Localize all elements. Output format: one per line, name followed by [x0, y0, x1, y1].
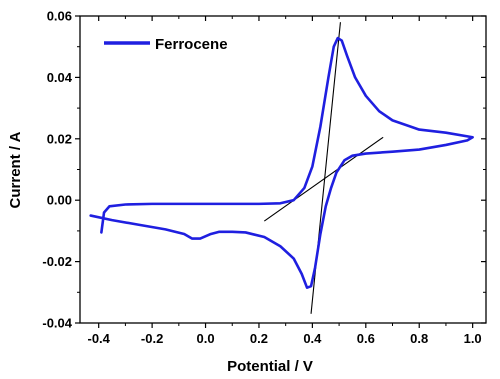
axis-ticks [75, 15, 486, 328]
x-axis-title: Potential / V [227, 358, 313, 375]
y-tick-label: -0.02 [42, 254, 72, 269]
x-tick-label: 0.2 [250, 331, 268, 346]
y-axis-title: Current / A [7, 131, 24, 208]
x-tick-label: 0.4 [303, 331, 322, 346]
x-tick-label: 0.8 [410, 331, 428, 346]
x-tick-label: 1.0 [464, 331, 482, 346]
y-tick-label: 0.04 [47, 70, 73, 85]
x-tick-label: -0.2 [141, 331, 163, 346]
plot-area [79, 15, 487, 324]
y-tick-label: -0.04 [42, 316, 72, 331]
tick-labels: -0.4 -0.2 0.0 0.2 0.4 0.6 0.8 1.0 -0.04 -0.02 0.00… [42, 9, 481, 347]
axes-frame [79, 15, 487, 324]
x-tick-label: -0.4 [87, 331, 110, 346]
y-tick-label: 0.02 [47, 131, 72, 146]
y-tick-label: 0.00 [47, 193, 72, 208]
fit-line [263, 136, 384, 222]
x-tick-label: 0.6 [357, 331, 375, 346]
series-line [89, 36, 474, 289]
x-tick-label: 0.0 [197, 331, 215, 346]
legend: Ferrocene [104, 36, 228, 53]
y-tick-label: 0.06 [47, 9, 72, 24]
legend-label: Ferrocene [155, 36, 228, 53]
